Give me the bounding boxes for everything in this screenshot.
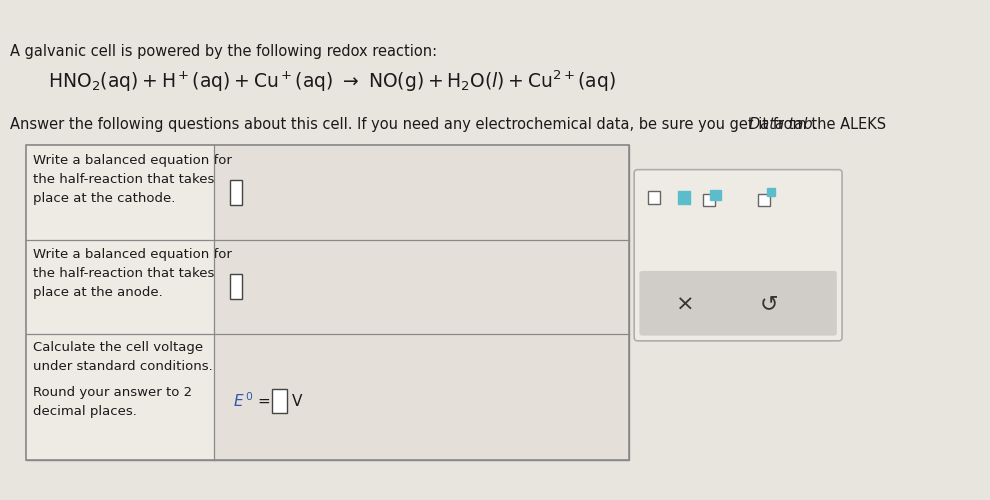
Bar [26, 145, 629, 460]
Bar [271, 389, 287, 413]
Text: Calculate the cell voltage
under standard conditions.: Calculate the cell voltage under standar… [34, 341, 213, 373]
Bar [710, 190, 721, 200]
Bar [214, 240, 629, 334]
Bar [703, 194, 716, 206]
FancyBboxPatch shape [635, 170, 842, 341]
Bar [214, 145, 629, 240]
Text: Write a balanced equation for
the half-reaction that takes
place at the anode.: Write a balanced equation for the half-r… [34, 248, 232, 300]
Text: $\mathrm{HNO_2(aq) + H^+(aq) + Cu^+(aq)\ \rightarrow\ NO(g) + H_2O(\mathit{l}) +: $\mathrm{HNO_2(aq) + H^+(aq) + Cu^+(aq)\… [49, 68, 616, 94]
Text: Round your answer to 2
decimal places.: Round your answer to 2 decimal places. [34, 386, 192, 418]
Text: ×: × [676, 294, 695, 314]
Bar [26, 334, 214, 460]
FancyBboxPatch shape [640, 271, 837, 336]
Bar [26, 145, 629, 460]
Text: ↺: ↺ [759, 294, 778, 314]
Bar [26, 240, 214, 334]
Text: =: = [257, 394, 270, 408]
Bar [214, 334, 629, 460]
Text: A galvanic cell is powered by the following redox reaction:: A galvanic cell is powered by the follow… [11, 44, 438, 59]
Text: Write a balanced equation for
the half-reaction that takes
place at the cathode.: Write a balanced equation for the half-r… [34, 154, 232, 205]
Bar [758, 194, 770, 206]
Text: $\mathit{E}^{\,0}$: $\mathit{E}^{\,0}$ [234, 392, 253, 410]
Bar [678, 192, 690, 203]
Bar [648, 192, 660, 203]
Bar [26, 145, 214, 240]
Text: V: V [292, 394, 302, 408]
Bar [767, 188, 775, 196]
Bar [230, 180, 242, 204]
Text: Data tab.: Data tab. [749, 117, 818, 132]
Bar [230, 274, 242, 299]
Text: Answer the following questions about this cell. If you need any electrochemical : Answer the following questions about thi… [11, 117, 891, 132]
Text: $\mathit{\bar{e}}$: $\mathit{\bar{e}}$ [650, 230, 663, 248]
